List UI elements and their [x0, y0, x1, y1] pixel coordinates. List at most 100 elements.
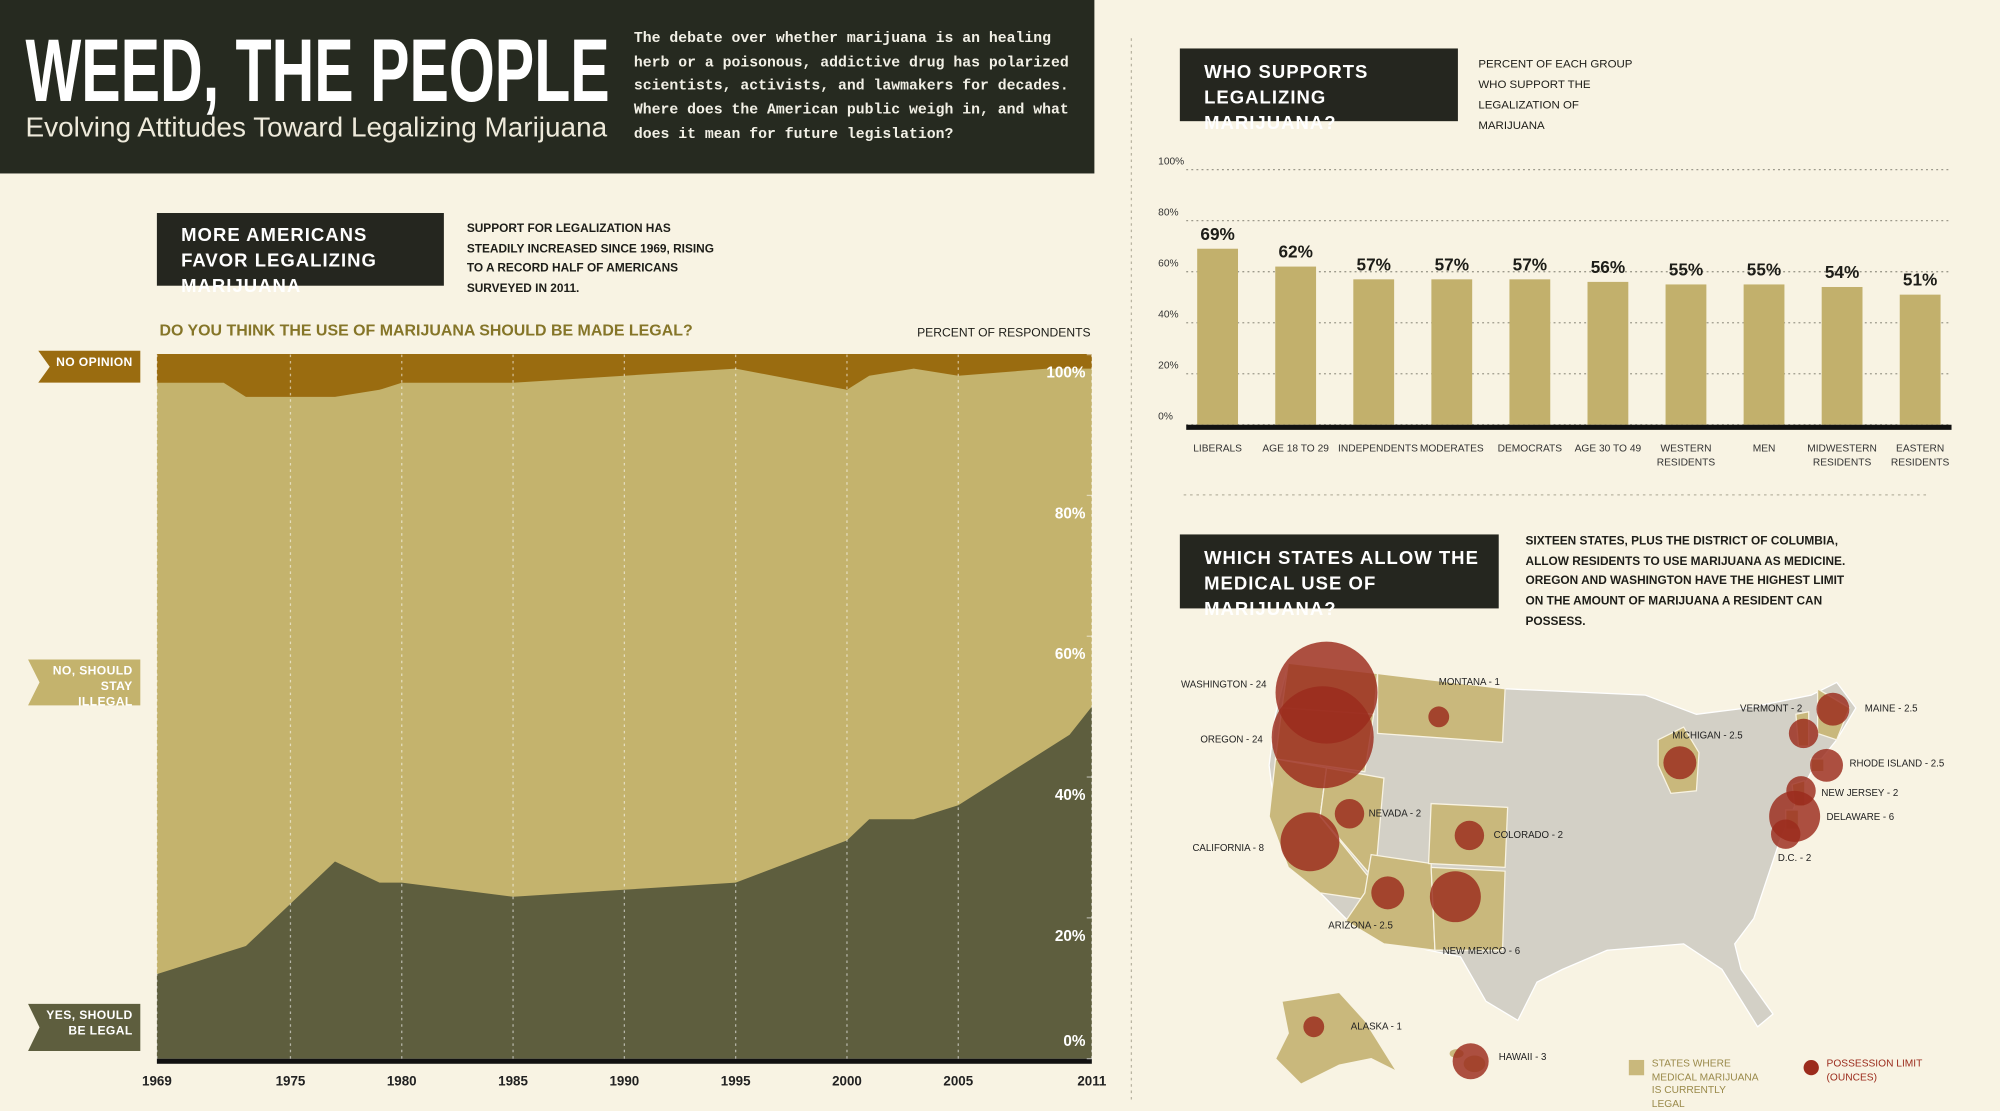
- legend-swatch: [1628, 1059, 1645, 1076]
- heading-box: [156, 213, 444, 286]
- y-tick-label: 40%: [1055, 787, 1086, 804]
- y-tick-label: 80%: [1158, 208, 1178, 219]
- bar: [1197, 248, 1239, 425]
- bubble: [1788, 718, 1819, 749]
- bubble: [1303, 1016, 1325, 1038]
- bubble: [1454, 820, 1485, 851]
- section-title: WHICH STATES ALLOW THE MEDICAL USE OF MA…: [1204, 548, 1479, 620]
- area-fill: [156, 354, 1092, 397]
- data-label: 57%: [1435, 254, 1469, 274]
- x-tick-label: 2000: [832, 1073, 862, 1088]
- bubble: [1280, 812, 1340, 872]
- x-tick-label: AGE 18 TO 29: [1262, 442, 1329, 455]
- data-label: NEVADA - 2: [1368, 807, 1422, 819]
- data-label: 51%: [1903, 270, 1937, 290]
- x-tick-label: DEMOCRATS: [1497, 442, 1563, 455]
- y-tick-label: 20%: [1158, 361, 1178, 372]
- series-tag: [28, 1003, 141, 1052]
- bar: [1275, 266, 1317, 425]
- data-label: CALIFORNIA - 8: [1192, 841, 1265, 854]
- x-tick-label: MIDWESTERN RESIDENTS: [1807, 442, 1877, 468]
- data-label: OREGON - 24: [1200, 733, 1263, 745]
- data-label: ARIZONA - 2.5: [1328, 919, 1393, 932]
- x-tick-label: EASTERN RESIDENTS: [1890, 442, 1950, 468]
- intro-text: The debate over whether marijuana is an …: [633, 30, 1069, 143]
- bar: [1665, 284, 1707, 425]
- bar: [1899, 294, 1941, 425]
- x-tick-label: 1969: [142, 1073, 172, 1088]
- bubble: [1452, 1043, 1489, 1080]
- data-label: 55%: [1669, 260, 1703, 280]
- bubble: [1371, 876, 1405, 910]
- data-label: 69%: [1200, 224, 1234, 244]
- header-band: [0, 0, 1095, 174]
- y-axis-label: PERCENT OF RESPONDENTS: [917, 326, 1091, 341]
- x-tick-label: 2011: [1077, 1073, 1107, 1088]
- y-tick-label: 20%: [1055, 928, 1086, 945]
- x-tick-label: LIBERALS: [1193, 442, 1242, 455]
- section-description: SIXTEEN STATES, PLUS THE DISTRICT OF COL…: [1525, 534, 1846, 628]
- data-label: COLORADO - 2: [1493, 829, 1564, 841]
- legend-label: POSSESSION LIMIT (OUNCES): [1826, 1057, 1923, 1083]
- section-description: PERCENT OF EACH GROUP WHO SUPPORT THE LE…: [1478, 57, 1633, 132]
- legend-label: NO, SHOULD STAY ILLEGAL: [52, 664, 133, 710]
- bubble: [1770, 819, 1801, 849]
- x-tick-label: 1975: [276, 1073, 306, 1088]
- section-title: WHO SUPPORTS LEGALIZING MARIJUANA?: [1204, 62, 1369, 134]
- baseline: [1186, 424, 1952, 430]
- page-title: WEED, THE PEOPLE: [26, 20, 610, 120]
- data-label: HAWAII - 3: [1498, 1051, 1547, 1063]
- data-label: VERMONT - 2: [1740, 702, 1803, 715]
- bar: [1353, 279, 1395, 425]
- data-label: 55%: [1747, 260, 1781, 280]
- y-tick-label: 100%: [1158, 157, 1184, 168]
- data-label: RHODE ISLAND - 2.5: [1849, 757, 1945, 770]
- data-label: ALASKA - 1: [1350, 1020, 1402, 1032]
- bar: [1509, 279, 1551, 425]
- data-label: MICHIGAN - 2.5: [1672, 729, 1743, 742]
- data-label: D.C. - 2: [1777, 852, 1812, 864]
- bubble: [1428, 706, 1450, 728]
- x-tick-label: MEN: [1752, 442, 1776, 455]
- y-tick-label: 0%: [1158, 412, 1173, 423]
- data-label: MAINE - 2.5: [1864, 702, 1918, 715]
- bubble: [1271, 686, 1374, 789]
- data-label: WASHINGTON - 24: [1181, 678, 1267, 691]
- x-tick-label: MODERATES: [1419, 442, 1484, 455]
- data-label: 57%: [1513, 254, 1547, 274]
- bar: [1743, 284, 1785, 425]
- y-tick-label: 40%: [1158, 310, 1178, 321]
- bubble: [1816, 692, 1850, 726]
- question: DO YOU THINK THE USE OF MARIJUANA SHOULD…: [159, 321, 693, 340]
- series-tag: [28, 659, 141, 706]
- heading-box: [1179, 48, 1458, 122]
- bubble: [1663, 746, 1697, 780]
- data-label: NEW MEXICO - 6: [1442, 945, 1521, 957]
- data-label: 62%: [1278, 242, 1312, 262]
- bubble: [1429, 871, 1481, 923]
- x-tick-label: 2005: [943, 1073, 973, 1088]
- bar: [1821, 286, 1863, 425]
- bubble: [1810, 748, 1843, 782]
- x-tick-label: WESTERN RESIDENTS: [1656, 442, 1716, 468]
- section-description: SUPPORT FOR LEGALIZATION HAS STEADILY IN…: [466, 221, 714, 295]
- x-tick-label: 1995: [721, 1073, 751, 1088]
- x-tick-label: 1985: [498, 1073, 528, 1088]
- data-label: 54%: [1825, 262, 1859, 282]
- data-label: MONTANA - 1: [1438, 676, 1500, 688]
- legend-label: YES, SHOULD BE LEGAL: [46, 1008, 133, 1039]
- area-fill: [156, 368, 1092, 975]
- section-title: MORE AMERICANS FAVOR LEGALIZING MARIJUAN…: [181, 225, 377, 298]
- x-tick-label: 1990: [609, 1073, 639, 1088]
- y-tick-label: 80%: [1055, 505, 1086, 522]
- baseline: [156, 1058, 1092, 1064]
- y-tick-label: 60%: [1158, 259, 1178, 270]
- x-tick-label: INDEPENDENTS: [1338, 442, 1418, 455]
- x-tick-label: AGE 30 TO 49: [1574, 442, 1642, 455]
- data-label: DELAWARE - 6: [1826, 811, 1895, 823]
- legend-label: STATES WHERE MEDICAL MARIJUANA IS CURREN…: [1651, 1057, 1759, 1110]
- heading-box: [1179, 534, 1499, 609]
